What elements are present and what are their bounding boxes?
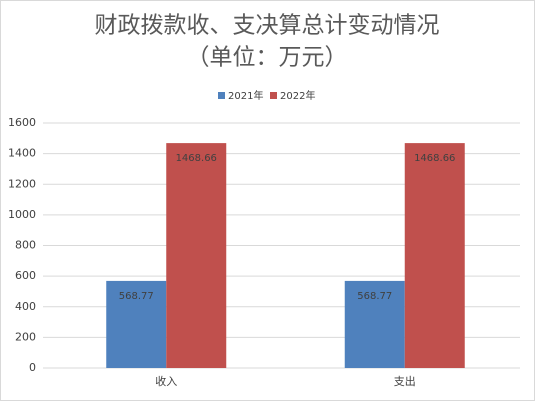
bar — [344, 280, 405, 368]
x-tick-label: 收入 — [155, 374, 177, 388]
bar — [404, 143, 465, 368]
bar — [106, 280, 167, 368]
x-tick-label: 支出 — [394, 374, 416, 388]
y-tick-label: 200 — [15, 330, 36, 343]
y-tick-label: 400 — [15, 300, 36, 313]
y-tick-label: 600 — [15, 269, 36, 282]
y-tick-label: 1600 — [8, 116, 36, 129]
legend-label: 2021年 — [228, 89, 263, 102]
chart-subtitle: （单位：万元） — [187, 45, 348, 71]
bar — [166, 143, 227, 368]
y-tick-label: 0 — [29, 361, 36, 374]
data-label: 568.77 — [357, 291, 392, 302]
data-label: 1468.66 — [176, 153, 217, 164]
legend-swatch — [270, 92, 277, 99]
data-label: 1468.66 — [414, 153, 455, 164]
legend-swatch — [218, 92, 225, 99]
y-tick-label: 800 — [15, 239, 36, 252]
legend-label: 2022年 — [280, 89, 315, 102]
chart-title: 财政拨款收、支决算总计变动情况 — [95, 13, 440, 39]
y-tick-label: 1400 — [8, 147, 36, 160]
data-label: 568.77 — [119, 291, 154, 302]
y-tick-label: 1000 — [8, 208, 36, 221]
y-tick-label: 1200 — [8, 177, 36, 190]
